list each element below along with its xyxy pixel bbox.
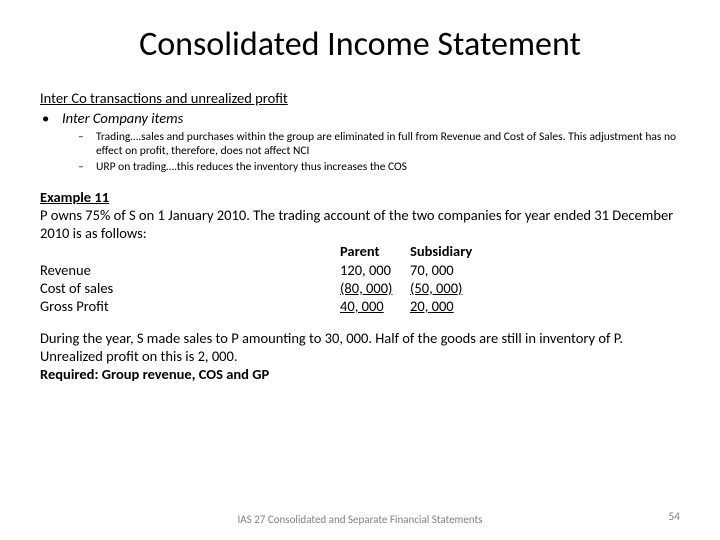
table-cell-sub: 20, 000 [410,297,480,315]
example-intro: P owns 75% of S on 1 January 2010. The t… [40,206,680,242]
table-header-row: Parent Subsidiary [40,242,680,260]
table-row: Gross Profit 40, 000 20, 000 [40,297,680,315]
example-heading: Example 11 [40,188,680,206]
table-cell-label: Revenue [40,261,340,279]
closing-text: During the year, S made sales to P amoun… [40,329,623,365]
table-row: Cost of sales (80, 000) (50, 000) [40,279,680,297]
table-row: Revenue 120, 000 70, 000 [40,261,680,279]
slide-footer: IAS 27 Consolidated and Separate Financi… [0,513,720,526]
table-cell-parent: 40, 000 [340,297,410,315]
dash-marker: – [78,160,96,174]
table-header-subsidiary: Subsidiary [410,242,480,260]
table-cell-parent: 120, 000 [340,261,410,279]
table-cell-label: Cost of sales [40,279,340,297]
footer-text: IAS 27 Consolidated and Separate Financi… [0,513,720,526]
required-label: Required: [40,365,98,383]
sub-bullets: – Trading….sales and purchases within th… [40,130,680,174]
page-number: 54 [668,510,680,524]
sub-bullet-text: Trading….sales and purchases within the … [96,130,680,159]
sub-bullet-item: – URP on trading….this reduces the inven… [78,160,680,174]
sub-bullet-item: – Trading….sales and purchases within th… [78,130,680,159]
closing-paragraph: During the year, S made sales to P amoun… [40,329,680,383]
table-cell-label: Gross Profit [40,297,340,315]
sub-bullet-text: URP on trading….this reduces the invento… [96,160,680,174]
slide-title: Consolidated Income Statement [40,24,680,65]
table-cell-empty [40,242,340,260]
bullet-marker: • [40,109,62,127]
data-table: Parent Subsidiary Revenue 120, 000 70, 0… [40,242,680,315]
required-text: Group revenue, COS and GP [98,365,269,383]
bullet-item: • Inter Company items [40,109,680,127]
table-cell-sub: 70, 000 [410,261,480,279]
dash-marker: – [78,130,96,159]
section-heading: Inter Co transactions and unrealized pro… [40,89,680,107]
table-cell-sub: (50, 000) [410,279,480,297]
table-header-parent: Parent [340,242,410,260]
bullet-label: Inter Company items [62,109,183,127]
table-cell-parent: (80, 000) [340,279,410,297]
